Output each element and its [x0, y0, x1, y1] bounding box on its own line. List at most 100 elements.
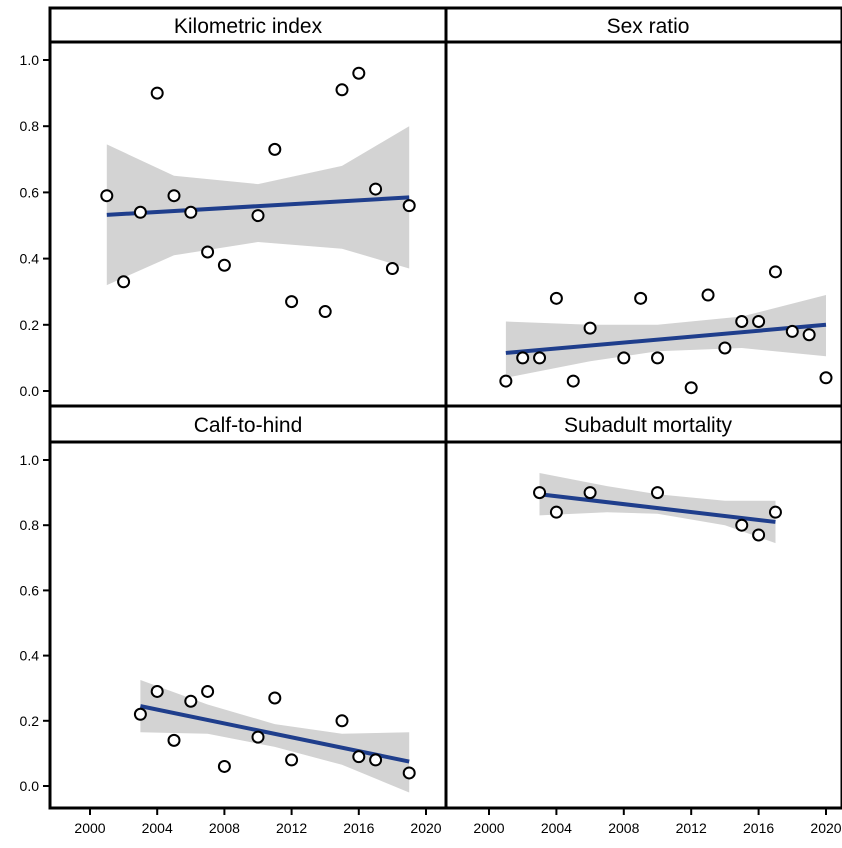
data-point [217, 258, 231, 272]
data-point [684, 381, 698, 395]
x-tick-label: 2016 [343, 820, 374, 836]
data-point [352, 66, 366, 80]
data-point [583, 486, 597, 500]
data-point [549, 291, 563, 305]
x-tick-label: 2020 [410, 820, 441, 836]
confidence-band [140, 680, 410, 793]
data-point [533, 486, 547, 500]
data-point [133, 707, 147, 721]
trend-line [106, 195, 410, 217]
x-tick-label: 2008 [209, 820, 240, 836]
y-tick-label: 0.6 [20, 582, 40, 598]
strip-subadult-mortality [444, 404, 842, 444]
panel-subadult-mortality: Subadult mortality [444, 404, 842, 810]
data-point [819, 371, 833, 385]
data-point [369, 753, 383, 767]
data-point [285, 753, 299, 767]
data-point [268, 691, 282, 705]
data-point [251, 730, 265, 744]
panel-sex-ratio: Sex ratio [444, 6, 842, 408]
y-tick-label: 0.4 [20, 251, 40, 267]
data-point [651, 486, 664, 500]
data-point [752, 528, 766, 542]
x-tick-label: 2016 [743, 820, 774, 836]
data-point [768, 505, 782, 519]
data-point [634, 291, 648, 305]
panel-title: Sex ratio [607, 15, 690, 38]
data-point [701, 288, 715, 302]
x-tick-label: 2020 [810, 820, 841, 836]
x-tick-label: 2000 [74, 820, 105, 836]
data-point [184, 205, 198, 219]
data-point [100, 189, 114, 203]
x-tick-label: 2012 [676, 820, 707, 836]
x-tick-label: 2004 [142, 820, 173, 836]
data-point [201, 684, 215, 698]
y-tick-label: 0.8 [20, 517, 40, 533]
data-point [133, 205, 147, 219]
y-tick-label: 0.0 [20, 383, 40, 399]
x-tick-label: 2008 [608, 820, 639, 836]
data-point [735, 314, 749, 328]
data-point [583, 321, 597, 335]
strip-sex-ratio [444, 6, 842, 44]
data-point [167, 189, 181, 203]
data-point [268, 142, 282, 156]
data-point [369, 182, 383, 196]
data-point [251, 209, 265, 223]
data-point [167, 733, 181, 747]
data-point [352, 750, 366, 764]
data-point [335, 714, 349, 728]
plot-layer [133, 680, 416, 793]
x-tick-label: 2004 [541, 820, 572, 836]
data-point [201, 245, 215, 259]
panel-kilometric-index: Kilometric index [48, 6, 448, 408]
y-tick-label: 1.0 [20, 452, 40, 468]
data-point [533, 351, 547, 365]
data-point [335, 83, 349, 97]
data-point [802, 328, 816, 342]
y-tick-label: 0.6 [20, 184, 40, 200]
plot-area-border [444, 440, 842, 810]
data-point [549, 505, 563, 519]
data-point [752, 314, 766, 328]
data-point [150, 684, 164, 698]
strip-calf-to-hind [48, 404, 448, 444]
panel-title: Subadult mortality [564, 414, 733, 437]
x-tick-label: 2012 [276, 820, 307, 836]
y-tick-label: 0.2 [20, 713, 40, 729]
data-point [651, 351, 664, 365]
trend-line [139, 704, 410, 764]
panel-calf-to-hind: Calf-to-hind [48, 404, 448, 810]
y-tick-label: 0.8 [20, 118, 40, 134]
data-point [402, 766, 416, 780]
panel-title: Calf-to-hind [194, 414, 303, 437]
data-point [150, 86, 164, 100]
y-tick-label: 0.2 [20, 317, 40, 333]
data-point [735, 518, 749, 532]
data-point [566, 374, 580, 388]
data-point [217, 759, 231, 773]
data-point [184, 694, 198, 708]
data-point [117, 275, 131, 289]
x-tick-label: 2000 [473, 820, 504, 836]
data-point [499, 374, 513, 388]
confidence-band [505, 295, 826, 378]
panel-title: Kilometric index [174, 15, 323, 38]
data-point [402, 199, 416, 213]
y-tick-label: 0.4 [20, 648, 40, 664]
plot-layer [533, 473, 782, 544]
trend-line [505, 322, 827, 355]
axes-layer: 0.0 0.2 0.4 0.6 0.8 1.0 0.0 0.2 0.4 0.6 0.8 1.0 2000… [20, 52, 842, 836]
data-point [718, 341, 732, 355]
data-point [768, 265, 782, 279]
y-tick-label: 0.0 [20, 778, 40, 794]
data-point [285, 295, 299, 309]
trend-line [539, 492, 776, 524]
y-tick-label: 1.0 [20, 52, 40, 68]
plot-layer [100, 66, 416, 319]
data-point [516, 351, 530, 365]
data-point [617, 351, 631, 365]
plot-layer [499, 265, 833, 395]
